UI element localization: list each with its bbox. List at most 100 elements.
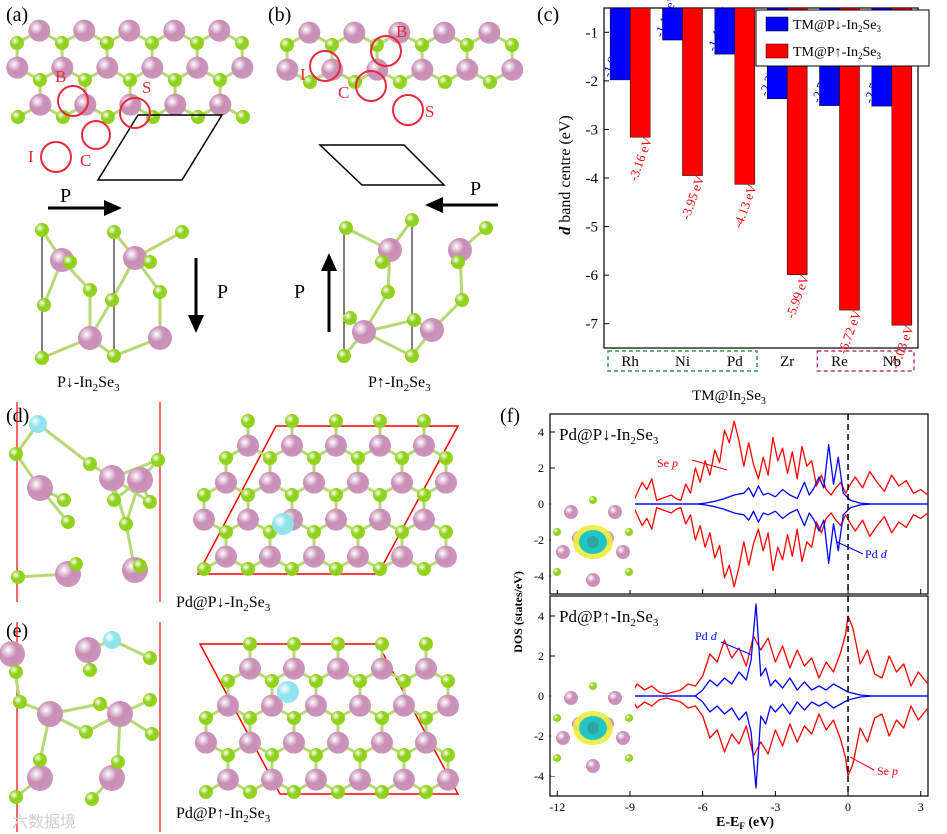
se-atom bbox=[111, 755, 125, 769]
in-atom bbox=[347, 471, 369, 494]
c-xtick-label-Nb: Nb bbox=[883, 354, 901, 370]
in-atom bbox=[343, 21, 366, 44]
se-atom bbox=[85, 792, 99, 806]
in-atom bbox=[239, 657, 261, 680]
svg-text:Pd d: Pd d bbox=[695, 629, 718, 643]
se-atom bbox=[309, 748, 323, 762]
se-atom bbox=[309, 674, 323, 688]
in-atom bbox=[349, 694, 371, 717]
se-atom bbox=[243, 637, 257, 651]
se-atom bbox=[83, 663, 97, 677]
se-atom bbox=[33, 753, 47, 767]
se-atom bbox=[221, 748, 235, 762]
se-atom bbox=[285, 488, 299, 502]
f-xtick-label: 3 bbox=[918, 800, 924, 814]
in-atom bbox=[237, 434, 259, 457]
f-ytick-label: 0 bbox=[538, 689, 544, 703]
se-atom bbox=[285, 414, 299, 428]
c-ytick-label: -1 bbox=[586, 25, 599, 41]
panel-label-b: (b) bbox=[268, 4, 292, 26]
site-label-B: B bbox=[55, 67, 66, 86]
c-ytick-label: -4 bbox=[586, 171, 599, 187]
a-arrow-label-P: P bbox=[60, 185, 71, 207]
f-series-Se-p-y_down bbox=[550, 695, 929, 777]
in-atom bbox=[6, 56, 29, 79]
site-label-I: I bbox=[300, 65, 306, 84]
se-atom bbox=[417, 414, 431, 428]
annot-top-se-p: Se p bbox=[657, 456, 728, 471]
in-atom bbox=[347, 545, 369, 568]
pd-atom bbox=[29, 415, 47, 433]
se-atom bbox=[83, 283, 97, 297]
in-atom bbox=[435, 545, 457, 568]
se-atom bbox=[381, 285, 395, 299]
c-xtick-label-Ni: Ni bbox=[675, 354, 690, 370]
panel-f-chart: DOS (states/eV) 4 2 0 -2 -4 4 2 0 -2 -4 -12 -9 -6 -3 0… bbox=[511, 413, 929, 831]
se-atom bbox=[175, 225, 189, 239]
se-atom bbox=[438, 75, 452, 89]
se-atom bbox=[589, 682, 597, 690]
se-atom bbox=[93, 697, 107, 711]
f-ytick-label: -4 bbox=[534, 569, 544, 583]
se-atom bbox=[417, 562, 431, 576]
in-atom bbox=[74, 93, 97, 116]
in-atom bbox=[0, 641, 25, 667]
se-atom bbox=[37, 298, 51, 312]
se-atom bbox=[35, 351, 49, 365]
site-circle-S bbox=[119, 97, 151, 129]
f-ytick-label: 0 bbox=[538, 497, 544, 511]
site-circle-C bbox=[355, 70, 387, 102]
f-ytick-label: 4 bbox=[538, 425, 544, 439]
se-atom bbox=[307, 451, 321, 465]
se-atom bbox=[133, 559, 147, 573]
se-atom bbox=[625, 754, 633, 762]
in-atom bbox=[371, 731, 393, 754]
site-label-S: S bbox=[425, 102, 434, 121]
in-atom bbox=[305, 768, 327, 791]
se-atom bbox=[143, 255, 157, 269]
in-atom bbox=[259, 545, 281, 568]
se-atom bbox=[331, 637, 345, 651]
se-atom bbox=[78, 73, 92, 87]
se-atom bbox=[405, 349, 419, 363]
se-atom bbox=[199, 785, 213, 799]
in-atom bbox=[391, 471, 413, 494]
se-atom bbox=[331, 711, 345, 725]
in-atom bbox=[29, 93, 52, 116]
unit-cell bbox=[318, 144, 446, 186]
se-atom bbox=[63, 255, 77, 269]
se-atom bbox=[351, 525, 365, 539]
in-atom bbox=[556, 731, 570, 745]
in-atom bbox=[325, 508, 347, 531]
in-atom bbox=[327, 731, 349, 754]
se-atom bbox=[303, 75, 317, 89]
se-atom bbox=[105, 293, 119, 307]
legend-label-up: TM@P↑-In2Se3 bbox=[793, 45, 882, 61]
se-atom bbox=[553, 528, 561, 536]
panel-a-structure: B S C I P P bbox=[6, 19, 254, 365]
f-series-Se-p-y_down bbox=[550, 503, 929, 588]
caption-e: Pd@P↑-In2Se3 bbox=[176, 805, 271, 826]
in-atom bbox=[208, 19, 231, 42]
se-atom bbox=[415, 38, 429, 52]
a-vertical-label-P: P bbox=[217, 281, 228, 303]
a-vertical-arrowhead bbox=[188, 315, 204, 333]
bond bbox=[37, 422, 91, 466]
se-atom bbox=[553, 754, 561, 762]
in-atom bbox=[163, 19, 186, 42]
se-atom bbox=[589, 496, 597, 504]
c-data-label: -3.16 eV bbox=[625, 135, 655, 183]
f-ytick-label: 2 bbox=[538, 461, 544, 475]
panel-label-a: (a) bbox=[6, 4, 29, 26]
in-atom bbox=[148, 326, 172, 350]
se-atom bbox=[69, 557, 83, 571]
c-xtick-label-Pd: Pd bbox=[727, 354, 743, 370]
f-bottom-title: Pd@P↑-In2Se3 bbox=[559, 607, 659, 629]
pd-center bbox=[587, 722, 599, 734]
in-atom bbox=[411, 58, 434, 81]
c-bar-up-Pd bbox=[734, 7, 756, 185]
se-atom bbox=[119, 517, 133, 531]
legend-swatch-up bbox=[765, 43, 789, 59]
se-atom bbox=[280, 38, 294, 52]
se-atom bbox=[107, 225, 121, 239]
